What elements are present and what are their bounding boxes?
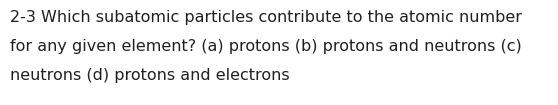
Text: 2-3 Which subatomic particles contribute to the atomic number: 2-3 Which subatomic particles contribute… (10, 10, 522, 25)
Text: for any given element? (a) protons (b) protons and neutrons (c): for any given element? (a) protons (b) p… (10, 39, 522, 54)
Text: neutrons (d) protons and electrons: neutrons (d) protons and electrons (10, 68, 290, 83)
